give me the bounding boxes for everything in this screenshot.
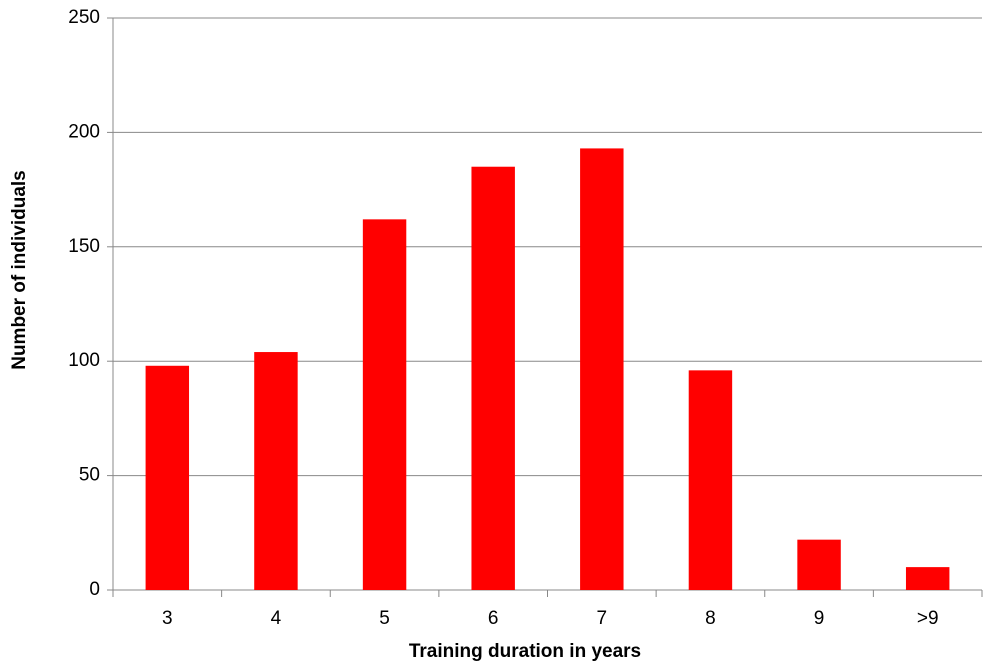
x-tick-label: 4	[271, 608, 282, 629]
y-axis-title: Number of individuals	[9, 170, 30, 370]
x-tick-label: 8	[705, 608, 716, 629]
bar	[797, 539, 841, 590]
y-tick-label: 50	[79, 465, 100, 486]
x-tick-label: 9	[814, 608, 825, 629]
bar	[471, 166, 515, 590]
bar	[145, 365, 190, 590]
bar	[362, 219, 407, 590]
y-tick-label: 0	[89, 579, 100, 600]
x-axis-title: Training duration in years	[409, 641, 641, 662]
bar	[580, 148, 624, 590]
y-tick-label: 200	[68, 121, 100, 142]
y-tick-label: 100	[68, 350, 100, 371]
x-tick-label: 3	[162, 608, 173, 629]
bar	[688, 370, 733, 590]
y-tick-label: 250	[68, 7, 100, 28]
y-tick-label: 150	[68, 236, 100, 257]
bar	[905, 567, 950, 590]
bar	[254, 352, 298, 590]
x-tick-label: 5	[379, 608, 390, 629]
x-tick-label: 7	[597, 608, 608, 629]
x-tick-label: >9	[917, 608, 939, 629]
x-tick-label: 6	[488, 608, 499, 629]
